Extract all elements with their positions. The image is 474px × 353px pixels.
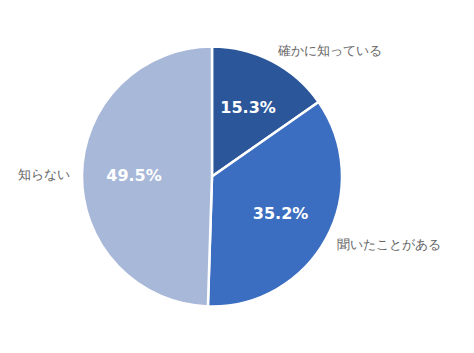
chart-svg: 15.3% 35.2% 49.5% 確かに知っている聞いたことがある 知らない — [0, 0, 474, 353]
pie-slice — [82, 47, 212, 307]
slices — [82, 47, 342, 307]
data-label: 15.3% — [220, 98, 276, 117]
category-labels: 確かに知っている聞いたことがある 知らない — [18, 43, 441, 252]
category-label: 聞いたことがある — [337, 237, 441, 252]
data-labels: 15.3% 35.2% 49.5% — [106, 98, 308, 223]
category-label: 知らない — [18, 167, 70, 182]
pie-slice — [208, 102, 342, 306]
category-label: 確かに知っている — [277, 43, 382, 58]
data-label: 35.2% — [253, 204, 309, 223]
pie: 15.3% 35.2% 49.5% 確かに知っている聞いたことがある 知らない — [18, 43, 441, 306]
chart-container: 15.3% 35.2% 49.5% 確かに知っている聞いたことがある 知らない — [0, 0, 474, 353]
data-label: 49.5% — [106, 166, 162, 185]
